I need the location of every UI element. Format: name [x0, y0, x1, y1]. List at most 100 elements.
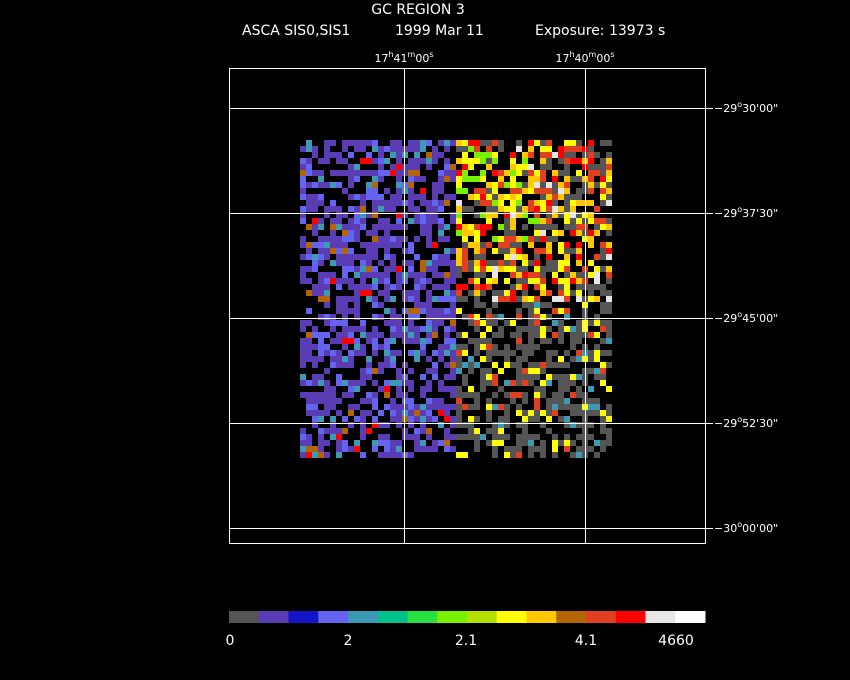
image-pixel — [468, 428, 474, 434]
image-pixel — [576, 326, 582, 332]
image-pixel — [564, 434, 570, 440]
image-pixel — [492, 272, 498, 278]
image-pixel — [522, 236, 528, 242]
image-pixel — [534, 278, 540, 284]
image-pixel — [528, 242, 534, 248]
image-pixel — [360, 290, 366, 296]
image-pixel — [366, 182, 372, 188]
image-pixel — [528, 152, 534, 158]
image-pixel — [384, 422, 390, 428]
image-pixel — [366, 194, 372, 200]
image-pixel — [318, 236, 324, 242]
image-pixel — [384, 392, 390, 398]
image-pixel — [384, 434, 390, 440]
image-pixel — [348, 236, 354, 242]
image-pixel — [498, 194, 504, 200]
image-pixel — [588, 242, 594, 248]
image-pixel — [330, 434, 336, 440]
image-pixel — [330, 248, 336, 254]
image-pixel — [312, 452, 318, 458]
image-pixel — [594, 320, 600, 326]
image-pixel — [480, 200, 486, 206]
image-pixel — [552, 350, 558, 356]
image-pixel — [366, 362, 372, 368]
dec-label: −29o52'30" — [714, 415, 778, 430]
image-pixel — [300, 374, 306, 380]
image-pixel — [498, 386, 504, 392]
image-pixel — [312, 218, 318, 224]
image-pixel — [564, 254, 570, 260]
image-pixel — [594, 230, 600, 236]
image-pixel — [528, 176, 534, 182]
image-pixel — [588, 332, 594, 338]
image-pixel — [462, 242, 468, 248]
image-pixel — [486, 404, 492, 410]
image-pixel — [552, 230, 558, 236]
image-pixel — [414, 332, 420, 338]
image-pixel — [528, 452, 534, 458]
image-pixel — [600, 446, 606, 452]
image-pixel — [384, 344, 390, 350]
image-pixel — [378, 452, 384, 458]
image-pixel — [480, 284, 486, 290]
subtitle-exposure: Exposure: 13973 s — [535, 23, 665, 39]
image-pixel — [444, 248, 450, 254]
image-pixel — [558, 386, 564, 392]
image-pixel — [360, 206, 366, 212]
image-pixel — [480, 158, 486, 164]
image-pixel — [450, 302, 456, 308]
image-pixel — [396, 158, 402, 164]
image-pixel — [438, 272, 444, 278]
image-pixel — [438, 188, 444, 194]
image-pixel — [444, 236, 450, 242]
image-pixel — [354, 164, 360, 170]
image-pixel — [348, 206, 354, 212]
coordinate-grid — [229, 68, 713, 543]
image-pixel — [414, 350, 420, 356]
image-pixel — [462, 260, 468, 266]
image-pixel — [546, 338, 552, 344]
image-pixel — [408, 200, 414, 206]
image-pixel — [432, 446, 438, 452]
image-pixel — [468, 194, 474, 200]
image-pixel — [336, 236, 342, 242]
image-pixel — [558, 284, 564, 290]
image-pixel — [456, 422, 462, 428]
image-pixel — [360, 158, 366, 164]
image-pixel — [408, 410, 414, 416]
image-pixel — [306, 254, 312, 260]
image-pixel — [498, 314, 504, 320]
image-pixel — [336, 374, 342, 380]
image-pixel — [474, 326, 480, 332]
image-pixel — [348, 404, 354, 410]
image-pixel — [306, 344, 312, 350]
image-pixel — [396, 194, 402, 200]
image-pixel — [540, 368, 546, 374]
image-pixel — [498, 296, 504, 302]
image-pixel — [504, 380, 510, 386]
image-pixel — [564, 212, 570, 218]
image-pixel — [390, 266, 396, 272]
image-pixel — [396, 218, 402, 224]
image-pixel — [366, 290, 372, 296]
image-pixel — [366, 170, 372, 176]
image-pixel — [540, 152, 546, 158]
image-pixel — [576, 158, 582, 164]
image-pixel — [528, 308, 534, 314]
image-pixel — [534, 200, 540, 206]
image-pixel — [468, 404, 474, 410]
image-pixel — [348, 266, 354, 272]
image-pixel — [318, 278, 324, 284]
image-pixel — [342, 344, 348, 350]
image-pixel — [588, 200, 594, 206]
image-pixel — [456, 188, 462, 194]
image-pixel — [312, 290, 318, 296]
image-pixel — [408, 170, 414, 176]
image-pixel — [456, 350, 462, 356]
image-pixel — [384, 218, 390, 224]
image-pixel — [300, 236, 306, 242]
image-pixel — [414, 440, 420, 446]
image-pixel — [342, 314, 348, 320]
image-pixel — [600, 140, 606, 146]
image-pixel — [372, 392, 378, 398]
